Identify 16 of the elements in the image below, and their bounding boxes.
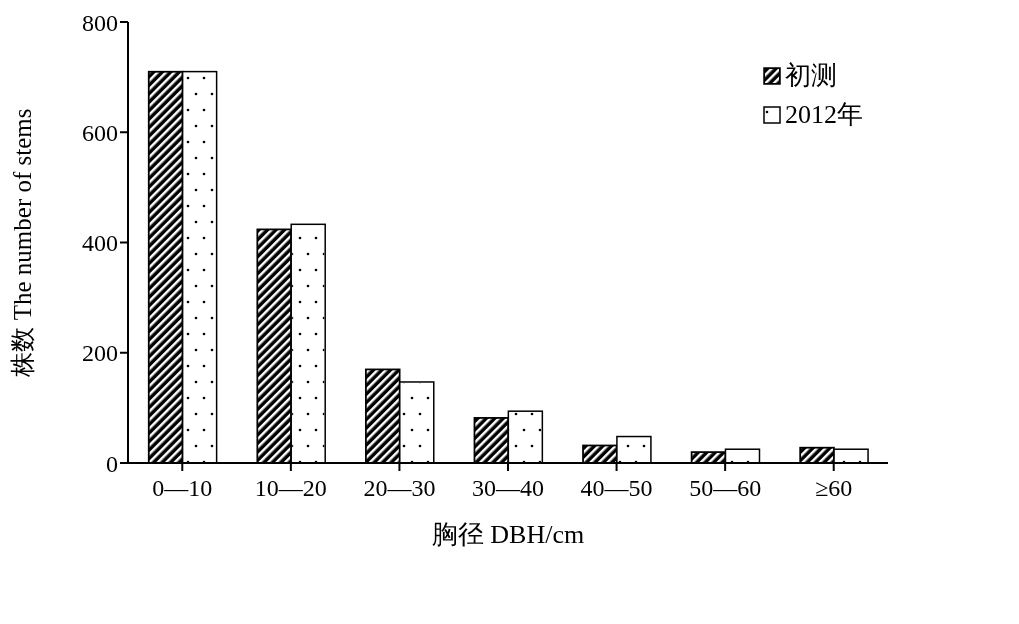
x-tick-label: 0—10	[152, 475, 213, 502]
y-tick-label: 200	[82, 340, 118, 367]
x-tick-label: 30—40	[472, 475, 544, 502]
x-tick-label: 40—50	[580, 475, 653, 502]
legend-label: 初测	[785, 60, 837, 92]
x-tick-label: 50—60	[689, 475, 762, 502]
y-axis-title: 株数 The number of stems	[8, 108, 36, 378]
legend-label: 2012年	[785, 99, 863, 131]
x-tick-label: 10—20	[254, 475, 327, 502]
x-axis-title: 胸径 DBH/cm	[431, 520, 585, 549]
y-tick-label: 600	[82, 119, 118, 146]
y-tick-label: 800	[82, 9, 118, 36]
y-tick-label: 400	[82, 230, 118, 257]
x-tick-label: ≥60	[815, 475, 853, 502]
x-tick-label: 20—30	[363, 475, 436, 502]
y-tick-label: 0	[106, 450, 118, 477]
